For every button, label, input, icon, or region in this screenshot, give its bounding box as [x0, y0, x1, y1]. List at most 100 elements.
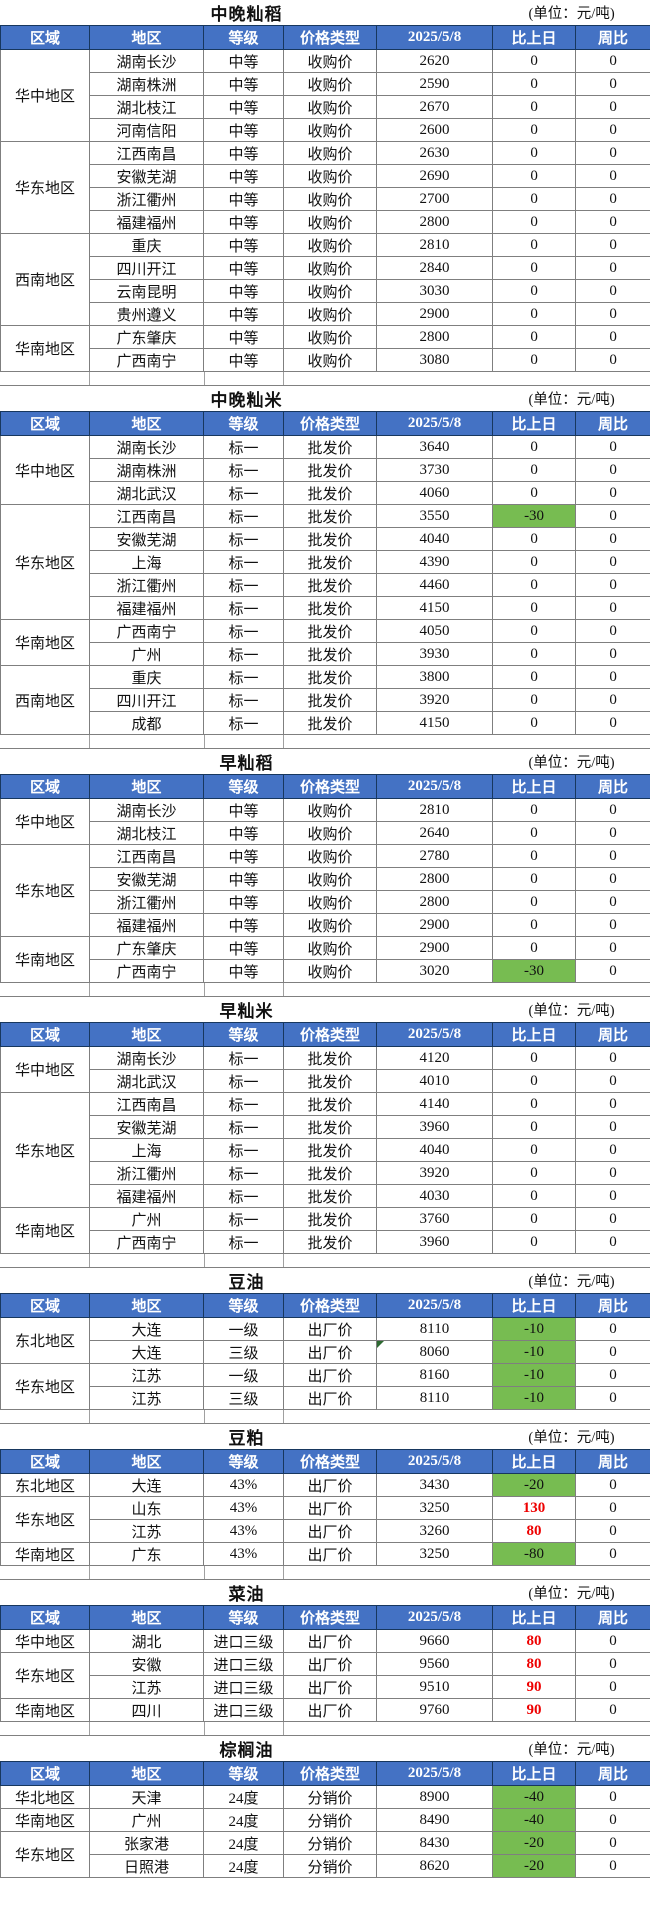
week-change-cell: 0 — [575, 1161, 650, 1185]
day-change-cell: -40 — [492, 1785, 577, 1809]
area-cell: 重庆 — [89, 665, 204, 689]
price-type-cell: 批发价 — [283, 1069, 377, 1093]
grade-cell: 43% — [203, 1519, 284, 1543]
price-cell: 4040 — [375, 527, 494, 551]
column-header: 比上日 — [492, 1022, 577, 1047]
table-gap — [0, 1254, 650, 1268]
column-header: 价格类型 — [283, 1605, 377, 1630]
week-change-cell: 0 — [575, 1069, 650, 1093]
week-change-cell: 0 — [575, 49, 650, 73]
price-cell: 4460 — [375, 573, 494, 597]
grade-cell: 中等 — [203, 959, 284, 983]
week-change-cell: 0 — [575, 936, 650, 960]
table-unit: (单位：元/吨) — [492, 1268, 650, 1294]
day-change-cell: 0 — [492, 596, 577, 620]
week-change-cell: 0 — [575, 1340, 650, 1364]
grade-cell: 标一 — [203, 665, 284, 689]
table-header-row: 区域 地区 等级 价格类型 2025/5/8 比上日 周比 — [0, 1293, 650, 1318]
column-header: 等级 — [203, 25, 284, 50]
day-change-cell: 0 — [492, 210, 577, 234]
region-cell: 华中地区 — [0, 798, 90, 845]
region-cell: 华东地区 — [0, 1652, 90, 1699]
grade-cell: 标一 — [203, 527, 284, 551]
area-cell: 成都 — [89, 711, 204, 735]
table-row: 江苏 进口三级 出厂价 9510 90 0 — [1, 1675, 650, 1699]
table-row: 华南地区 广西南宁 标一 批发价 4050 0 0 — [0, 619, 650, 666]
column-header: 地区 — [89, 1605, 204, 1630]
day-change-cell: 0 — [492, 141, 577, 165]
area-cell: 安徽芜湖 — [89, 1115, 204, 1139]
price-type-cell: 收购价 — [283, 210, 377, 234]
table-row: 福建福州 中等 收购价 2900 0 0 — [1, 913, 650, 937]
table-row: 华东地区 江西南昌 中等 收购价 2630 0 0 — [0, 141, 650, 234]
day-change-cell: 0 — [492, 302, 577, 326]
table-row: 安徽芜湖 标一 批发价 3960 0 0 — [1, 1115, 650, 1139]
price-cell: 3800 — [375, 665, 494, 689]
area-cell: 大连 — [89, 1317, 204, 1341]
price-cell: 2900 — [375, 936, 494, 960]
column-header: 2025/5/8 — [375, 411, 494, 436]
price-cell: 3550 — [375, 504, 494, 528]
area-cell: 重庆 — [89, 233, 204, 257]
price-cell: 3920 — [375, 1161, 494, 1185]
table-row: 广西南宁 中等 收购价 3080 0 0 — [1, 348, 650, 372]
column-header: 地区 — [89, 1449, 204, 1474]
table-row: 四川开江 标一 批发价 3920 0 0 — [1, 688, 650, 712]
area-cell: 福建福州 — [89, 1184, 204, 1208]
day-change-cell: 0 — [492, 550, 577, 574]
price-cell: 2800 — [375, 890, 494, 914]
day-change-cell: 0 — [492, 665, 577, 689]
price-cell: 3960 — [375, 1115, 494, 1139]
column-header: 2025/5/8 — [375, 25, 494, 50]
week-change-cell: 0 — [575, 504, 650, 528]
column-header: 等级 — [203, 411, 284, 436]
table-title-row: 豆粕 (单位：元/吨) — [0, 1424, 650, 1450]
column-header: 价格类型 — [283, 1293, 377, 1318]
table-title-row: 早籼米 (单位：元/吨) — [0, 997, 650, 1023]
table-row: 华南地区 广州 标一 批发价 3760 0 0 — [0, 1207, 650, 1254]
price-cell: 4050 — [375, 619, 494, 643]
table-row: 贵州遵义 中等 收购价 2900 0 0 — [1, 302, 650, 326]
week-change-cell: 0 — [575, 596, 650, 620]
day-change-cell: 0 — [492, 1161, 577, 1185]
day-change-cell: 0 — [492, 435, 577, 459]
price-cell: 9760 — [376, 1698, 493, 1722]
area-cell: 广东肇庆 — [89, 325, 204, 349]
week-change-cell: 0 — [575, 1629, 650, 1653]
table-row: 华中地区 湖北 进口三级 出厂价 9660 80 0 — [0, 1629, 650, 1653]
grade-cell: 中等 — [203, 890, 284, 914]
day-change-cell: 0 — [492, 890, 577, 914]
table-title-row: 中晚籼米 (单位：元/吨) — [0, 386, 650, 412]
week-change-cell: 0 — [575, 1317, 650, 1341]
grade-cell: 43% — [203, 1542, 284, 1566]
price-cell: 3960 — [375, 1230, 494, 1254]
grade-cell: 进口三级 — [203, 1629, 284, 1653]
grade-cell: 中等 — [203, 118, 284, 142]
column-header: 价格类型 — [283, 1761, 377, 1786]
price-cell: 8110 — [376, 1317, 493, 1341]
region-cell: 华东地区 — [0, 504, 90, 620]
day-change-cell: -10 — [492, 1363, 576, 1387]
column-header: 2025/5/8 — [375, 1761, 494, 1786]
price-type-cell: 出厂价 — [283, 1340, 377, 1364]
price-cell: 4030 — [375, 1184, 494, 1208]
area-cell: 贵州遵义 — [89, 302, 204, 326]
grade-cell: 中等 — [203, 279, 284, 303]
area-cell: 广州 — [89, 1808, 204, 1832]
price-table: 中晚籼米 (单位：元/吨) 区域 地区 等级 价格类型 2025/5/8 比上日 周比 华中地区湖… — [0, 386, 650, 735]
region-cell: 华南地区 — [0, 1542, 90, 1566]
grade-cell: 24度 — [203, 1831, 284, 1855]
table-row: 大连 三级 出厂价 8060 -10 0 — [1, 1340, 650, 1364]
area-cell: 安徽芜湖 — [89, 867, 204, 891]
week-change-cell: 0 — [575, 844, 650, 868]
price-type-cell: 收购价 — [283, 959, 377, 983]
grade-cell: 标一 — [203, 596, 284, 620]
grade-cell: 43% — [203, 1496, 284, 1520]
region-cell: 华中地区 — [0, 435, 90, 505]
grade-cell: 标一 — [203, 435, 284, 459]
price-type-cell: 批发价 — [283, 1092, 377, 1116]
price-type-cell: 批发价 — [283, 573, 377, 597]
day-change-cell: 0 — [492, 798, 577, 822]
table-title: 早籼米 — [0, 997, 493, 1023]
grade-cell: 中等 — [203, 95, 284, 119]
